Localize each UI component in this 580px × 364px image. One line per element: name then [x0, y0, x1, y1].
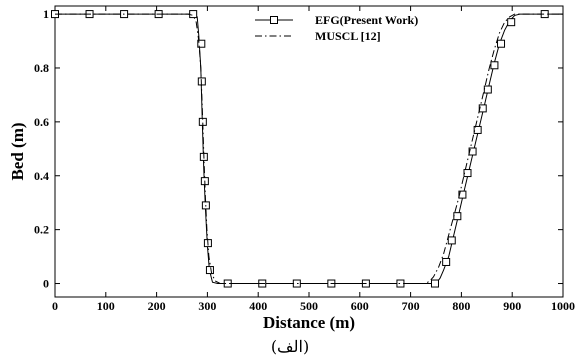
- series-line: [55, 13, 563, 284]
- y-tick-label: 0.8: [34, 61, 49, 75]
- data-point-marker: [497, 39, 506, 48]
- data-point-marker: [478, 104, 487, 113]
- legend-marker: [270, 16, 278, 24]
- y-tick-label: 1: [43, 7, 49, 21]
- x-tick-label: 900: [503, 299, 521, 313]
- y-tick-label: 0: [43, 277, 49, 291]
- data-point-marker: [396, 279, 405, 288]
- data-point-marker: [507, 18, 516, 27]
- data-point-marker: [205, 266, 214, 275]
- data-point-marker: [442, 257, 451, 266]
- data-point-marker: [463, 169, 472, 178]
- x-tick-label: 500: [300, 299, 318, 313]
- legend-label: MUSCL [12]: [315, 29, 381, 43]
- data-point-marker: [453, 212, 462, 221]
- x-tick-label: 700: [402, 299, 420, 313]
- plot-area: [54, 5, 564, 298]
- x-tick-label: 400: [249, 299, 267, 313]
- figure-caption: (الف): [270, 337, 310, 356]
- data-point-marker: [468, 147, 477, 156]
- legend: EFG(Present Work) MUSCL [12]: [255, 13, 418, 43]
- data-point-marker: [490, 61, 499, 70]
- x-tick-label: 100: [97, 299, 115, 313]
- data-point-marker: [458, 190, 467, 199]
- x-tick-label: 600: [351, 299, 369, 313]
- x-tick-label: 800: [452, 299, 470, 313]
- data-point-marker: [430, 279, 439, 288]
- data-point-marker: [483, 85, 492, 94]
- x-tick-label: 0: [52, 299, 58, 313]
- x-tick-label: 300: [198, 299, 216, 313]
- legend-label: EFG(Present Work): [315, 13, 418, 27]
- series-efg: [51, 10, 563, 288]
- data-point-marker: [292, 279, 301, 288]
- x-axis-title: Distance (m): [263, 313, 355, 332]
- y-tick-label: 0.6: [34, 115, 49, 129]
- y-tick-label: 0.2: [34, 223, 49, 237]
- data-point-marker: [447, 236, 456, 245]
- series-layer: [51, 10, 563, 288]
- data-point-marker: [189, 10, 198, 19]
- data-point-marker: [473, 125, 482, 134]
- series-muscl: [55, 13, 563, 284]
- series-line: [55, 13, 563, 284]
- y-tick-label: 0.4: [34, 169, 49, 183]
- x-tick-label: 200: [148, 299, 166, 313]
- y-axis-title: Bed (m): [8, 122, 27, 180]
- plot-frame: [54, 5, 564, 298]
- x-tick-label: 1000: [551, 299, 575, 313]
- axes: 0 100 200 300 400 500 600 700 800 900 1000 0 0.2 0.4 0…: [34, 6, 575, 313]
- data-point-marker: [197, 39, 206, 48]
